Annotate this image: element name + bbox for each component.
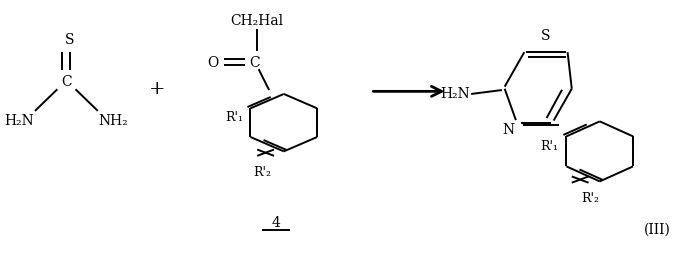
Text: R'₂: R'₂ bbox=[253, 166, 271, 179]
Text: R'₂: R'₂ bbox=[582, 192, 600, 205]
Text: O: O bbox=[208, 56, 219, 70]
Text: H₂N: H₂N bbox=[440, 87, 470, 101]
Text: (III): (III) bbox=[644, 223, 670, 237]
Text: C: C bbox=[249, 56, 260, 70]
Text: S: S bbox=[65, 33, 75, 48]
Text: 4: 4 bbox=[272, 216, 280, 230]
Text: NH₂: NH₂ bbox=[99, 114, 128, 128]
Text: C: C bbox=[61, 75, 72, 89]
Text: N: N bbox=[503, 123, 515, 138]
Text: R'₁: R'₁ bbox=[225, 111, 243, 124]
Text: H₂N: H₂N bbox=[5, 114, 34, 128]
Text: R'₁: R'₁ bbox=[540, 140, 558, 153]
Text: CH₂Hal: CH₂Hal bbox=[231, 14, 284, 28]
Text: S: S bbox=[540, 29, 550, 43]
Text: +: + bbox=[149, 80, 166, 98]
